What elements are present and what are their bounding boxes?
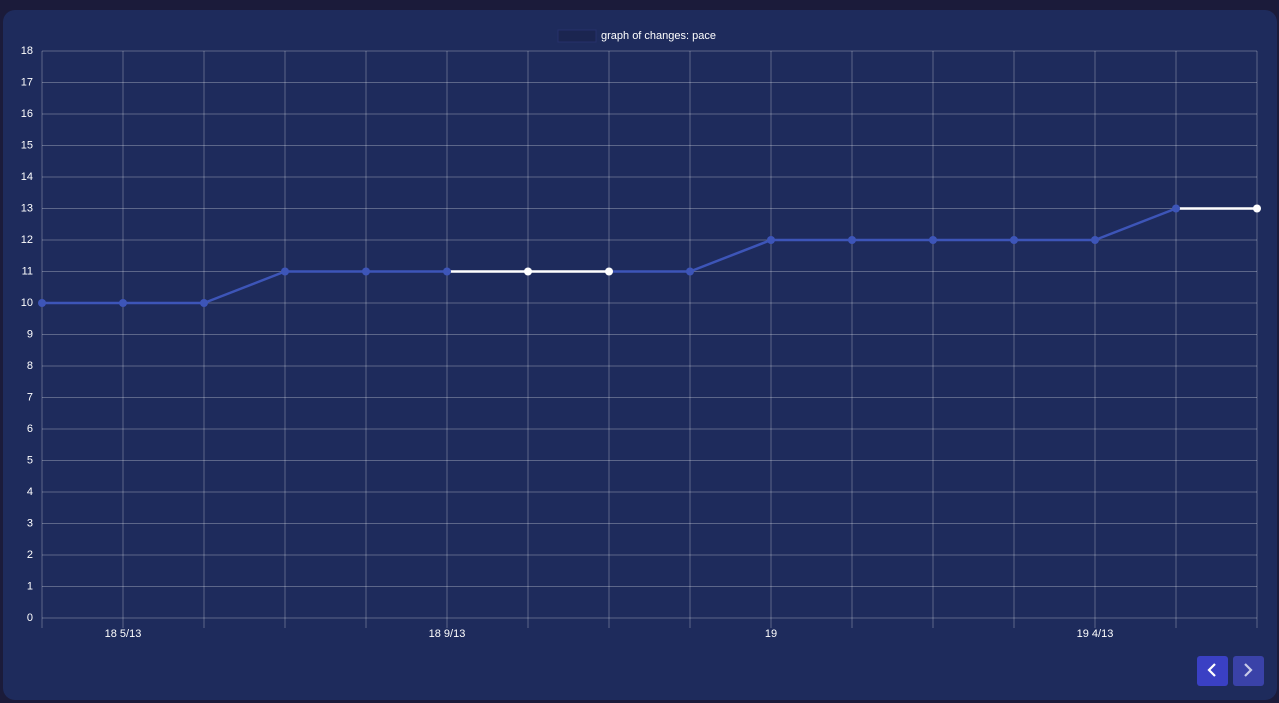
data-point bbox=[119, 299, 127, 307]
y-tick-label: 10 bbox=[21, 297, 33, 309]
next-button[interactable] bbox=[1233, 656, 1264, 686]
y-tick-label: 13 bbox=[21, 202, 33, 214]
y-tick-label: 6 bbox=[27, 423, 33, 435]
y-tick-label: 7 bbox=[27, 391, 33, 403]
next-icon bbox=[1244, 663, 1253, 677]
data-point bbox=[524, 267, 532, 276]
y-tick-label: 18 bbox=[21, 45, 33, 57]
y-tick-label: 17 bbox=[21, 76, 33, 88]
data-point bbox=[929, 236, 937, 244]
chart-panel bbox=[3, 10, 1277, 700]
y-tick-label: 16 bbox=[21, 108, 33, 120]
y-tick-label: 5 bbox=[27, 454, 33, 466]
x-tick-label: 19 4/13 bbox=[1077, 628, 1114, 640]
legend-label: graph of changes: pace bbox=[601, 30, 716, 42]
data-point bbox=[848, 236, 856, 244]
x-tick-label: 18 5/13 bbox=[105, 628, 142, 640]
previous-icon bbox=[1207, 663, 1216, 677]
data-point bbox=[1010, 236, 1018, 244]
line-segment bbox=[203, 270, 286, 305]
data-point bbox=[1091, 236, 1099, 244]
data-point bbox=[200, 299, 208, 307]
y-tick-label: 8 bbox=[27, 360, 33, 372]
y-tick-label: 15 bbox=[21, 139, 33, 151]
chevron-right bbox=[1244, 663, 1253, 677]
data-point bbox=[443, 267, 451, 276]
data-point bbox=[1172, 204, 1180, 213]
data-point bbox=[605, 267, 613, 276]
y-tick-label: 14 bbox=[21, 171, 33, 183]
y-tick-label: 12 bbox=[21, 234, 33, 246]
y-tick-label: 1 bbox=[27, 580, 33, 592]
chevron-left bbox=[1207, 663, 1216, 677]
y-tick-label: 0 bbox=[27, 612, 33, 624]
y-tick-label: 2 bbox=[27, 549, 33, 561]
x-tick-label: 18 9/13 bbox=[429, 628, 466, 640]
data-point bbox=[767, 236, 775, 244]
line-segment bbox=[689, 238, 772, 273]
legend-swatch bbox=[557, 29, 597, 43]
data-point bbox=[1253, 204, 1261, 213]
data-point bbox=[38, 299, 46, 307]
y-tick-label: 11 bbox=[22, 265, 33, 277]
x-tick-label: 19 bbox=[765, 628, 777, 640]
data-point bbox=[362, 267, 370, 276]
previous-button[interactable] bbox=[1197, 656, 1228, 686]
data-point bbox=[686, 267, 694, 276]
data-point bbox=[281, 267, 289, 276]
y-tick-label: 3 bbox=[27, 517, 33, 529]
line-segment bbox=[1094, 207, 1177, 242]
y-tick-label: 9 bbox=[27, 328, 33, 340]
y-tick-label: 4 bbox=[27, 486, 33, 498]
